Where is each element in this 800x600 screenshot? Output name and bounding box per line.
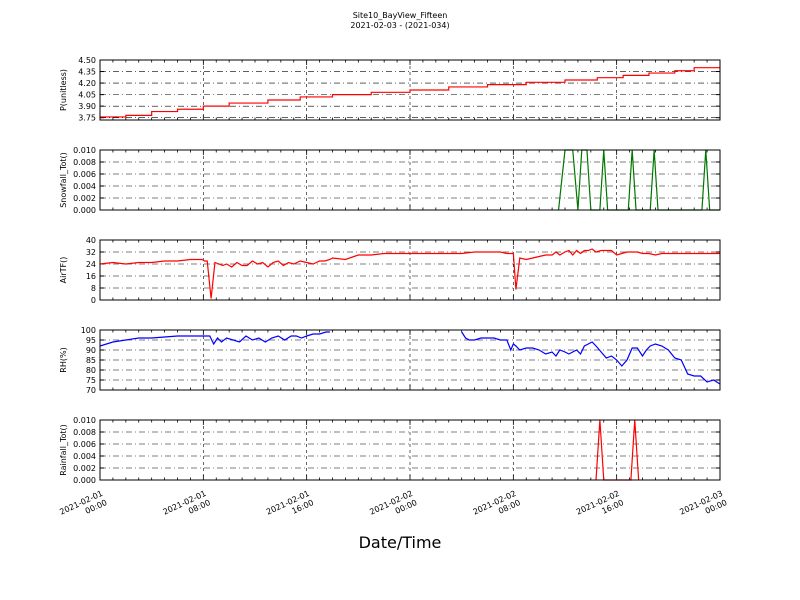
series-line [557,149,720,211]
series-line [100,67,720,118]
x-tick-label: 2021-02-0216:00 [575,489,625,526]
y-tick-label: 8 [91,284,96,293]
y-tick-label: 0.008 [73,428,96,437]
y-tick-label: 70 [86,386,96,395]
y-tick-label: 90 [86,346,96,355]
y-tick-label: 0.006 [73,170,96,179]
y-tick-label: 0.000 [73,206,96,215]
x-tick-label: 2021-02-0300:00 [678,489,728,526]
y-tick-label: 80 [86,366,96,375]
y-axis-label: Rainfall_Tot() [59,424,68,476]
x-tick-label: 2021-02-0116:00 [265,489,315,526]
y-tick-label: 95 [86,336,96,345]
panel-frame [99,419,721,481]
y-tick-label: 0.002 [73,194,96,203]
panel-frame [99,329,721,391]
panel-2: 0.000 0.002 0.004 0.006 0.008 0.010 Snowfall_T… [59,146,721,215]
y-tick-label: 85 [86,356,96,365]
x-axis-label: Date/Time [358,533,442,552]
y-tick-label: 0.004 [73,452,96,461]
y-tick-label: 0.002 [73,464,96,473]
y-tick-label: 0.010 [73,146,96,155]
chart-title: Site10_BayView_Fifteen [352,11,448,20]
series-line [99,248,720,299]
panel-frame [99,59,721,121]
panel-3: 0 8 16 24 32 40 AirTF() [59,236,721,305]
x-tick-label: 2021-02-0108:00 [162,489,212,526]
chart-subtitle: 2021-02-03 - (2021-034) [350,21,450,30]
y-axis-label: Snowfall_Tot() [59,152,68,208]
series-line [596,420,720,480]
y-axis-label: AirTF() [59,257,68,284]
y-tick-label: 0.000 [73,476,96,485]
x-tick-label: 2021-02-0100:00 [58,489,108,526]
y-tick-label: 40 [86,236,96,245]
y-axis-label: RH(%) [59,347,68,372]
panel-frame [99,149,721,211]
y-tick-label: 0.004 [73,182,96,191]
y-tick-label: 24 [86,260,96,269]
y-tick-label: 4.05 [78,91,96,100]
y-tick-label: 4.20 [78,79,96,88]
y-tick-label: 16 [86,272,96,281]
x-tick-label: 2021-02-0200:00 [368,489,418,526]
y-tick-label: 3.90 [78,102,96,111]
y-tick-label: 0.006 [73,440,96,449]
panel-frame [99,239,721,301]
y-tick-label: 0.008 [73,158,96,167]
y-tick-label: 3.75 [78,114,96,123]
x-tick-label: 2021-02-0208:00 [472,489,522,526]
y-axis-label: P(unitless) [59,69,68,111]
y-tick-label: 100 [81,326,96,335]
y-tick-label: 0.010 [73,416,96,425]
series-line [99,331,721,385]
y-tick-label: 75 [86,376,96,385]
panel-5: 0.000 0.002 0.004 0.006 0.008 0.010 Rainfall_T… [58,416,728,526]
y-tick-label: 0 [91,296,96,305]
y-tick-label: 4.35 [78,68,96,77]
y-tick-label: 4.50 [78,56,96,65]
panel-1: 3.75 3.90 4.05 4.20 4.35 4.50 P(unitless) [59,56,721,123]
y-tick-label: 32 [86,248,96,257]
